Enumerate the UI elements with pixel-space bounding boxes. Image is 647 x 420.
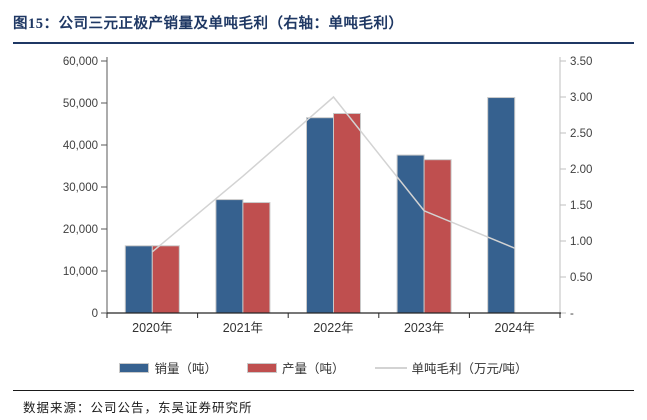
combo-chart: 0 10,000 20,000 30,000 40,000 50,000 60,000 - 0.… <box>63 56 593 335</box>
legend-label-production: 产量（吨） <box>282 362 345 376</box>
chart-legend: 销量（吨） 产量（吨） 单吨毛利（万元/吨） <box>0 358 647 377</box>
legend-label-gross-margin: 单吨毛利（万元/吨） <box>411 362 528 376</box>
left-axis-tick-label: 10,000 <box>63 266 98 278</box>
bar-sales-2020年 <box>124 245 153 314</box>
figure-header: 图15：公司三元正极产销量及单吨毛利（右轴：单吨毛利） <box>13 0 634 44</box>
right-axis-tick-label: 3.00 <box>570 92 592 104</box>
gross-margin-series-swatch <box>374 366 407 369</box>
left-axis-tick-label: 30,000 <box>63 182 98 194</box>
legend-item-sales: 销量（吨） <box>119 358 217 377</box>
chart-title: 图15：公司三元正极产销量及单吨毛利（右轴：单吨毛利） <box>13 16 404 32</box>
bar-sales-2023年 <box>396 154 425 314</box>
bar-production-2020年 <box>151 245 180 314</box>
bar-production-2021年 <box>242 202 271 314</box>
right-axis-tick-label: 1.50 <box>570 200 592 212</box>
x-axis-label-2024年: 2024年 <box>495 321 535 335</box>
footer-divider <box>13 390 634 391</box>
left-axis-tick-label: 60,000 <box>63 56 98 68</box>
right-axis-tick-label: 1.00 <box>570 236 592 248</box>
right-axis-tick-label: - <box>570 308 574 320</box>
left-axis-tick-label: 20,000 <box>63 224 98 236</box>
x-axis-label-2020年: 2020年 <box>132 321 172 335</box>
bar-production-2022年 <box>333 113 361 314</box>
legend-item-gross-margin: 单吨毛利（万元/吨） <box>374 358 528 377</box>
production-series-swatch <box>247 362 277 373</box>
bar-sales-2022年 <box>306 117 334 314</box>
bar-sales-2024年 <box>487 97 516 314</box>
left-axis-tick-label: 50,000 <box>63 98 98 110</box>
right-axis-tick-label: 0.50 <box>570 272 592 284</box>
bar-production-2023年 <box>423 159 452 314</box>
right-axis-tick-label: 2.00 <box>570 164 592 176</box>
x-axis-label-2022年: 2022年 <box>313 321 353 335</box>
right-axis-tick-label: 3.50 <box>570 56 592 68</box>
legend-item-production: 产量（吨） <box>247 358 345 377</box>
x-axis-label-2023年: 2023年 <box>404 321 444 335</box>
legend-label-sales: 销量（吨） <box>154 362 217 376</box>
x-axis-label-2021年: 2021年 <box>223 321 263 335</box>
right-axis-tick-label: 2.50 <box>570 128 592 140</box>
left-axis-tick-label: 40,000 <box>63 140 98 152</box>
sales-series-swatch <box>119 362 150 373</box>
left-axis-tick-label: 0 <box>92 308 98 320</box>
data-source: 数据来源：公司公告，东吴证券研究所 <box>23 401 253 415</box>
bar-sales-2021年 <box>215 199 244 314</box>
gross-margin-line <box>151 95 515 253</box>
